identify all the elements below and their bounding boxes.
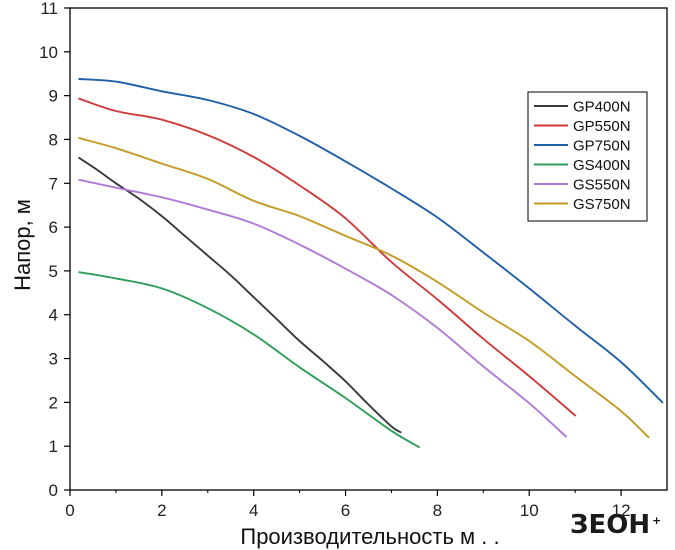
legend-entry-gp550n: GP550N	[573, 118, 631, 135]
y-tick-label: 2	[49, 393, 58, 412]
x-tick-label: 10	[520, 501, 539, 520]
legend-box	[527, 91, 648, 222]
brand-logo: ЗЕОН +	[570, 510, 661, 540]
series-lines	[78, 78, 664, 449]
series-line-gs400n	[78, 271, 420, 449]
y-tick-label: 9	[49, 87, 58, 106]
plot-border	[69, 7, 668, 491]
y-tick-label: 0	[49, 481, 58, 500]
legend-entry-gs550n: GS550N	[573, 177, 631, 194]
series-line-gs550n	[78, 178, 567, 438]
legend-entry-gp400n: GP400N	[573, 99, 631, 116]
x-axis-title: Производительность м . .	[240, 524, 499, 549]
legend-entry-gp750n: GP750N	[573, 138, 631, 155]
x-tick-label: 0	[65, 501, 74, 520]
y-tick-label: 4	[49, 306, 58, 325]
logo-suffix: +	[652, 514, 661, 527]
y-tick-label: 8	[49, 130, 58, 149]
series-line-gp750n	[78, 78, 664, 404]
x-tick-label: 6	[341, 501, 350, 520]
y-tick-label: 5	[49, 262, 58, 281]
legend-entry-gs400n: GS400N	[573, 157, 631, 174]
x-tick-label: 8	[433, 501, 442, 520]
series-line-gp550n	[78, 97, 577, 417]
x-tick-label: 2	[157, 501, 166, 520]
y-axis-title: Напор, м	[10, 199, 35, 291]
x-tick-label: 12	[612, 501, 631, 520]
logo-text: ЗЕОН	[570, 510, 650, 540]
y-tick-label: 7	[49, 174, 58, 193]
y-tick-label: 3	[49, 350, 58, 369]
y-tick-label: 6	[49, 218, 58, 237]
y-tick-label: 10	[39, 43, 58, 62]
legend: GP400N GP550N GP750N GS400N GS550N GS750N	[527, 91, 648, 222]
plot-frame	[69, 7, 668, 491]
y-tick-label: 11	[40, 0, 58, 18]
legend-entry-gs750n: GS750N	[573, 196, 631, 213]
series-line-gs750n	[78, 137, 650, 439]
y-tick-label: 1	[49, 437, 58, 456]
x-tick-label: 4	[249, 501, 258, 520]
